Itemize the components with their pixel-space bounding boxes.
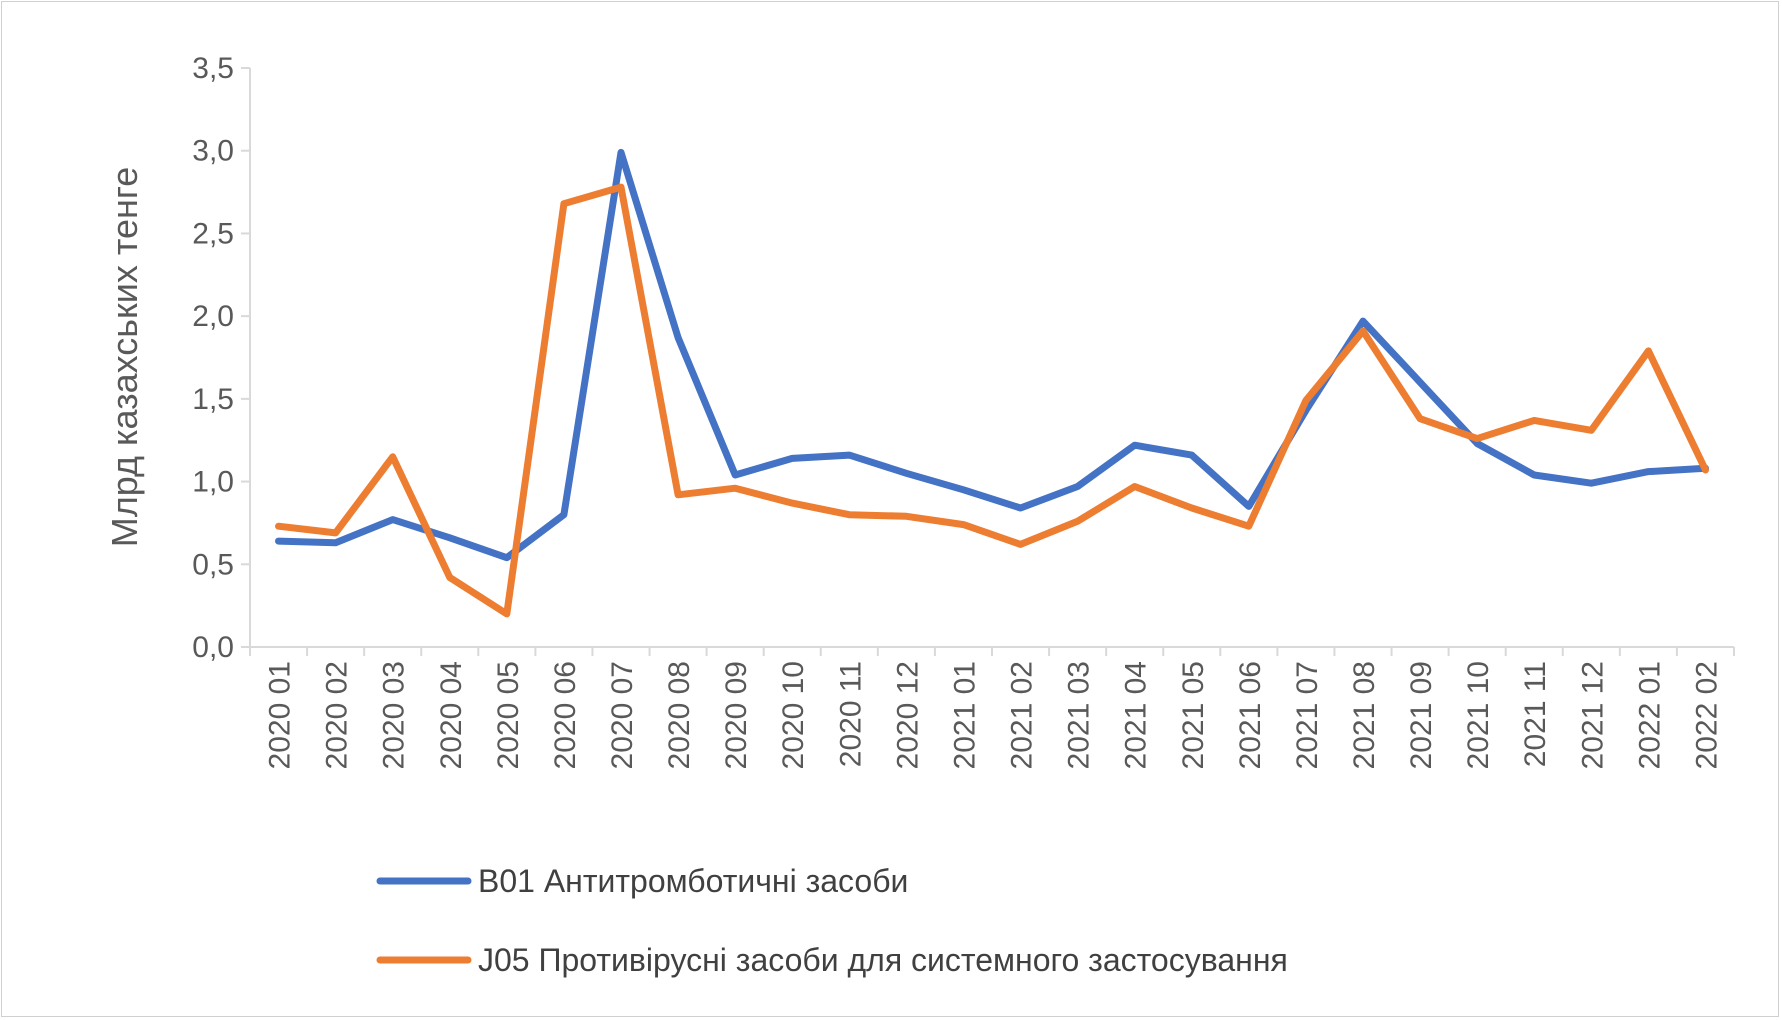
y-tick-label: 2,0	[192, 300, 234, 333]
x-tick-label: 2021 08	[1348, 661, 1381, 769]
x-tick-label: 2020 04	[435, 661, 468, 769]
x-tick-label: 2020 08	[663, 661, 696, 769]
y-tick-label: 3,0	[192, 135, 234, 168]
x-tick-label: 2020 07	[606, 661, 639, 769]
y-tick-label: 1,0	[192, 466, 234, 499]
y-tick-label: 1,5	[192, 383, 234, 416]
x-tick-label: 2021 12	[1576, 661, 1609, 769]
x-tick-label: 2021 05	[1177, 661, 1210, 769]
x-tick-label: 2020 10	[777, 661, 810, 769]
x-tick-label: 2020 01	[264, 661, 297, 769]
x-tick-label: 2020 02	[321, 661, 354, 769]
series-line-1	[275, 148, 1709, 562]
series-line-2	[275, 183, 1709, 618]
x-tick-label: 2021 03	[1063, 661, 1096, 769]
x-tick-label: 2021 06	[1234, 661, 1267, 769]
y-tick-label: 0,5	[192, 548, 234, 581]
x-tick-label: 2020 09	[720, 661, 753, 769]
y-tick-label: 2,5	[192, 217, 234, 250]
x-tick-label: 2021 07	[1291, 661, 1324, 769]
x-axis: 2020 01 2020 02 2020 03 2020 04 2020 05 2020 …	[249, 646, 1735, 769]
x-tick-label: 2022 02	[1690, 661, 1723, 769]
x-tick-label: 2020 03	[378, 661, 411, 769]
x-tick-label: 2022 01	[1633, 661, 1666, 769]
x-tick-label: 2021 04	[1120, 661, 1153, 769]
x-tick-label: 2021 01	[948, 661, 981, 769]
y-axis-title: Млрд казахських тенге	[104, 167, 145, 547]
x-tick-label: 2021 11	[1519, 661, 1552, 767]
x-tick-label: 2021 09	[1405, 661, 1438, 769]
y-tick-label: 0,0	[192, 631, 234, 664]
legend-label-1: B01 Антитромботичні засоби	[478, 863, 908, 899]
y-tick-label: 3,5	[192, 52, 234, 85]
y-axis: 0,0 0,5 1,0 1,5 2,0 2,5 3,0 3,5	[192, 52, 251, 664]
x-tick-label: 2020 12	[891, 661, 924, 769]
x-tick-label: 2020 06	[549, 661, 582, 769]
x-tick-label: 2020 05	[492, 661, 525, 769]
legend: B01 Антитромботичні засоби J05 Противірус…	[376, 863, 1288, 978]
x-tick-label: 2020 11	[834, 661, 867, 767]
series-layer	[275, 148, 1709, 618]
x-tick-label: 2021 02	[1006, 661, 1039, 769]
x-tick-label: 2021 10	[1462, 661, 1495, 769]
legend-label-2: J05 Противірусні засоби для системного з…	[478, 942, 1288, 978]
